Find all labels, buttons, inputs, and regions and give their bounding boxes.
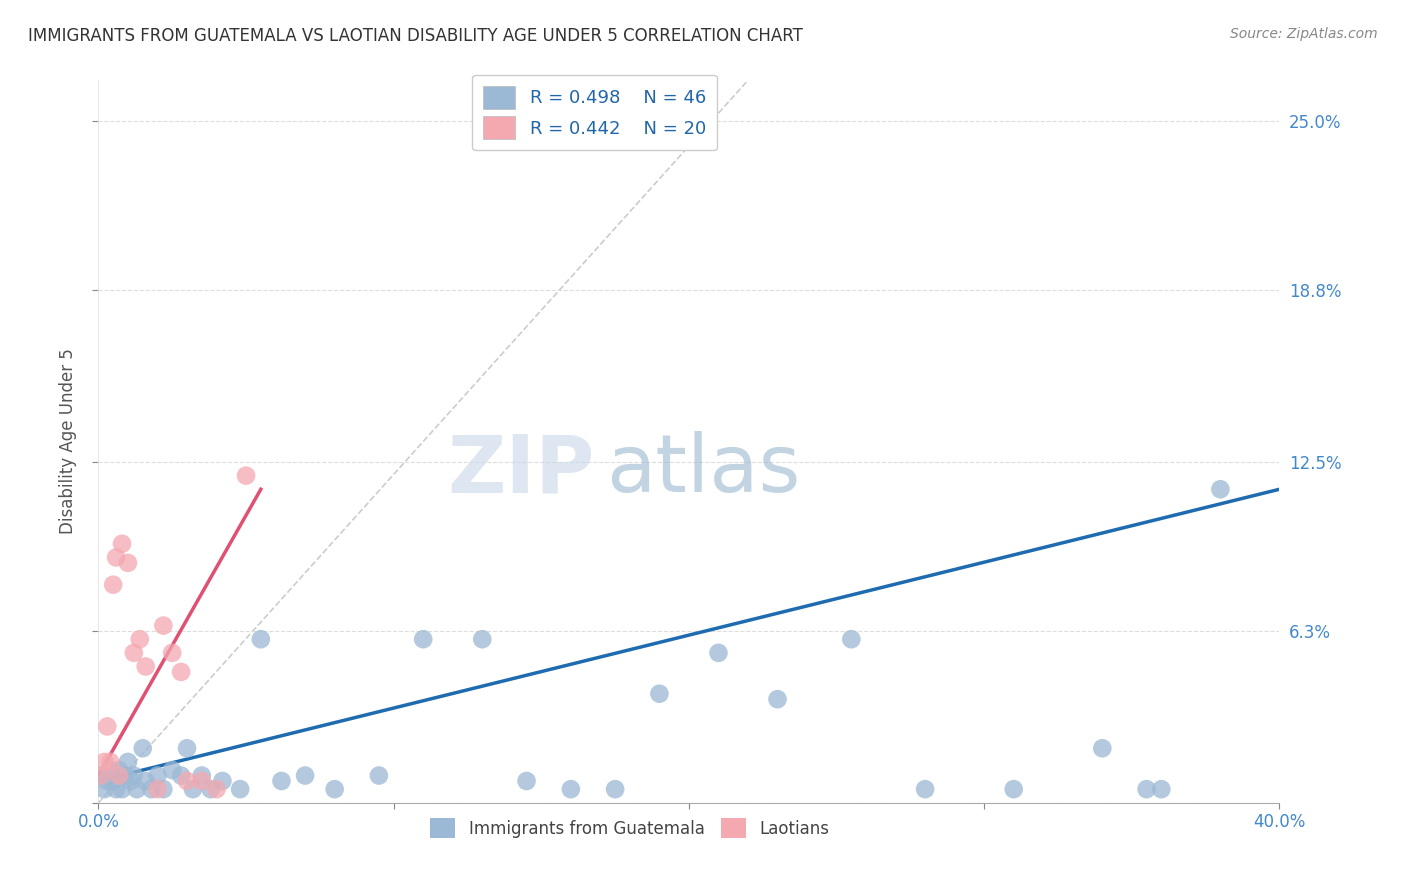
Point	[205, 782, 228, 797]
Point	[132, 741, 155, 756]
Point	[1136, 782, 1159, 797]
Point	[141, 782, 163, 797]
Point	[162, 646, 183, 660]
Point	[323, 782, 346, 797]
Point	[93, 755, 115, 769]
Point	[200, 782, 222, 797]
Point	[98, 763, 121, 777]
Point	[162, 763, 183, 777]
Point	[170, 768, 193, 782]
Point	[1150, 782, 1173, 797]
Point	[170, 665, 193, 679]
Point	[191, 768, 214, 782]
Point	[560, 782, 582, 797]
Point	[766, 692, 789, 706]
Point	[105, 550, 128, 565]
Point	[108, 768, 131, 782]
Point	[211, 774, 233, 789]
Point	[1091, 741, 1114, 756]
Point	[648, 687, 671, 701]
Point	[471, 632, 494, 647]
Text: Source: ZipAtlas.com: Source: ZipAtlas.com	[1230, 27, 1378, 41]
Point	[103, 774, 125, 789]
Point	[135, 774, 157, 789]
Text: IMMIGRANTS FROM GUATEMALA VS LAOTIAN DISABILITY AGE UNDER 5 CORRELATION CHART: IMMIGRANTS FROM GUATEMALA VS LAOTIAN DIS…	[28, 27, 803, 45]
Point	[146, 782, 169, 797]
Point	[229, 782, 252, 797]
Point	[111, 782, 134, 797]
Point	[117, 556, 139, 570]
Point	[270, 774, 292, 789]
Point	[1209, 482, 1232, 496]
Point	[105, 782, 128, 797]
Point	[181, 782, 204, 797]
Text: atlas: atlas	[606, 432, 800, 509]
Point	[122, 646, 145, 660]
Point	[176, 774, 198, 789]
Point	[103, 577, 125, 591]
Point	[111, 537, 134, 551]
Point	[152, 618, 174, 632]
Point	[235, 468, 257, 483]
Point	[294, 768, 316, 782]
Point	[1002, 782, 1025, 797]
Point	[146, 768, 169, 782]
Point	[516, 774, 538, 789]
Legend: Immigrants from Guatemala, Laotians: Immigrants from Guatemala, Laotians	[423, 812, 837, 845]
Point	[90, 768, 112, 782]
Point	[96, 719, 118, 733]
Point	[93, 782, 115, 797]
Point	[90, 768, 112, 782]
Point	[707, 646, 730, 660]
Point	[114, 768, 136, 782]
Point	[120, 774, 142, 789]
Point	[250, 632, 273, 647]
Point	[98, 755, 121, 769]
Point	[176, 741, 198, 756]
Point	[96, 774, 118, 789]
Point	[605, 782, 627, 797]
Point	[368, 768, 391, 782]
Point	[135, 659, 157, 673]
Y-axis label: Disability Age Under 5: Disability Age Under 5	[59, 349, 77, 534]
Text: ZIP: ZIP	[447, 432, 595, 509]
Point	[152, 782, 174, 797]
Point	[412, 632, 434, 647]
Point	[108, 763, 131, 777]
Point	[128, 632, 150, 647]
Point	[914, 782, 936, 797]
Point	[117, 755, 139, 769]
Point	[841, 632, 863, 647]
Point	[191, 774, 214, 789]
Point	[122, 768, 145, 782]
Point	[125, 782, 148, 797]
